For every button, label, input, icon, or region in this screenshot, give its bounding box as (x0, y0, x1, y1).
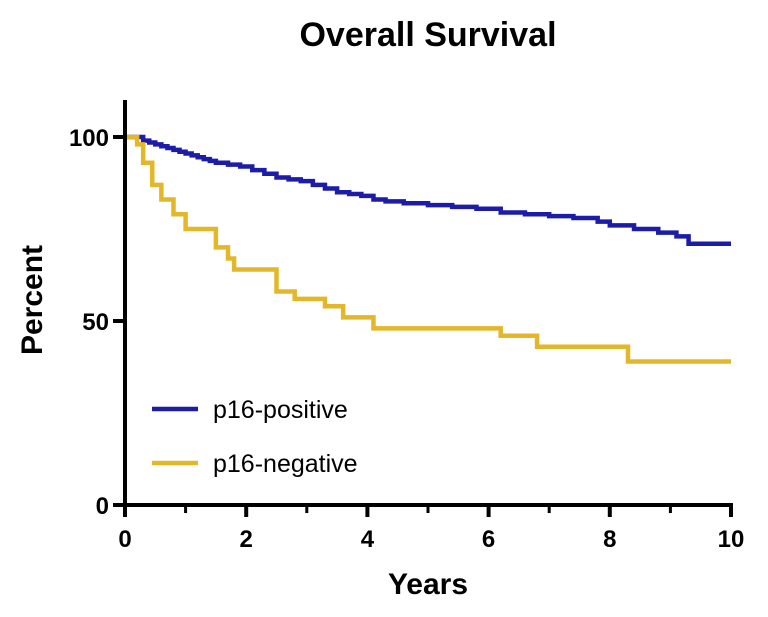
x-tick-label: 6 (482, 526, 495, 553)
series-line-p16-negative (125, 134, 731, 364)
legend: p16-positive p16-negative (152, 396, 358, 478)
chart-title: Overall Survival (299, 16, 556, 54)
x-tick-label: 8 (603, 526, 616, 553)
x-tick-label: 10 (718, 526, 745, 553)
x-axis-label: Years (388, 568, 468, 601)
y-tick-label: 50 (82, 309, 109, 336)
x-ticks: 0 2 4 6 8 10 (118, 505, 744, 553)
legend-label-p16-negative: p16-negative (213, 450, 358, 478)
legend-label-p16-positive: p16-positive (213, 396, 348, 424)
y-tick-label: 0 (96, 493, 109, 520)
plot-area: 0 2 4 6 8 10 0 50 100 (69, 100, 744, 553)
x-tick-label: 0 (118, 526, 131, 553)
y-tick-label: 100 (69, 125, 109, 152)
series-line-p16-positive (125, 134, 731, 246)
series-layer (125, 134, 731, 364)
y-ticks: 0 50 100 (69, 125, 125, 520)
y-axis-label: Percent (16, 245, 49, 355)
x-tick-label: 2 (240, 526, 253, 553)
x-tick-label: 4 (361, 526, 375, 553)
